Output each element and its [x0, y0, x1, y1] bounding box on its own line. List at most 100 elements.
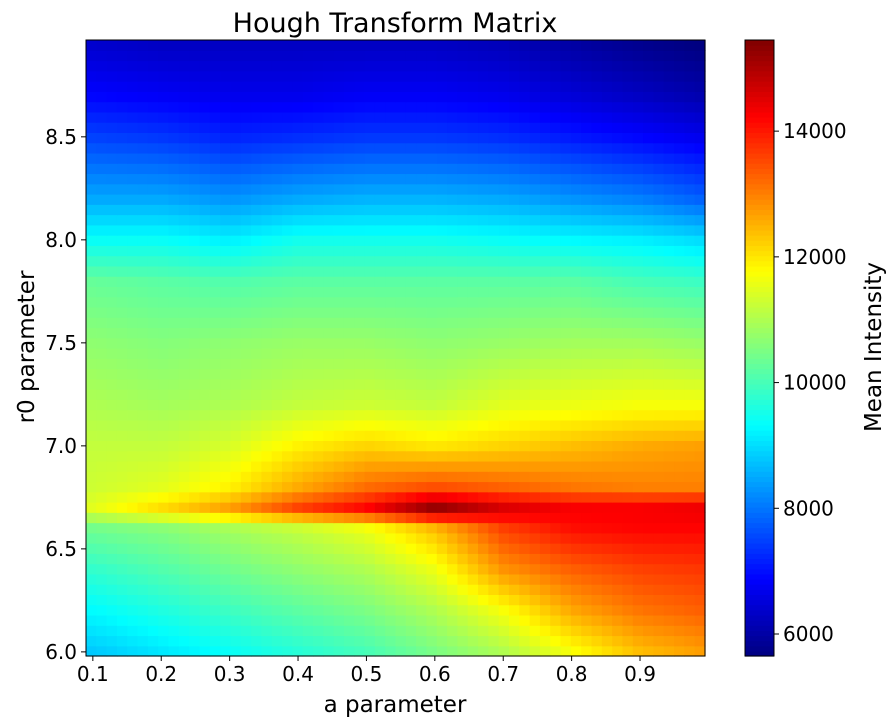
heatmap-cell — [158, 625, 170, 637]
heatmap-cell — [457, 40, 469, 51]
heatmap-cell — [374, 265, 386, 277]
heatmap-cell — [189, 614, 201, 626]
heatmap-cell — [333, 502, 345, 513]
heatmap-cell — [209, 265, 221, 277]
colorbar-segment — [745, 363, 774, 370]
heatmap-cell — [478, 173, 489, 185]
heatmap-cell — [550, 255, 562, 267]
heatmap-cell — [498, 245, 510, 257]
heatmap-cell — [663, 40, 675, 51]
heatmap-cell — [550, 645, 562, 657]
heatmap-cell — [498, 635, 510, 647]
heatmap-cell — [447, 245, 458, 257]
colorbar-segment — [745, 291, 774, 298]
heatmap-cell — [601, 635, 613, 647]
heatmap-grid — [86, 40, 706, 657]
heatmap-cell — [663, 502, 675, 513]
heatmap-cell — [86, 460, 97, 472]
heatmap-cell — [106, 614, 118, 626]
heatmap-cell — [385, 348, 397, 359]
heatmap-cell — [96, 173, 108, 185]
heatmap-cell — [116, 122, 128, 133]
heatmap-cell — [261, 573, 273, 585]
heatmap-cell — [643, 204, 655, 216]
heatmap-cell — [209, 358, 221, 370]
heatmap-cell — [694, 460, 706, 472]
heatmap-cell — [519, 450, 531, 462]
heatmap-cell — [147, 142, 159, 154]
heatmap-cell — [612, 204, 624, 216]
heatmap-cell — [158, 101, 170, 113]
heatmap-cell — [116, 635, 128, 647]
colorbar-segment — [745, 543, 774, 549]
heatmap-cell — [147, 491, 159, 503]
heatmap-cell — [591, 522, 603, 534]
heatmap-cell — [96, 460, 108, 472]
heatmap-cell — [137, 276, 149, 287]
heatmap-cell — [364, 204, 376, 216]
heatmap-cell — [612, 460, 624, 472]
heatmap-cell — [643, 81, 655, 92]
heatmap-cell — [570, 224, 582, 236]
heatmap-cell — [395, 101, 407, 113]
heatmap-cell — [168, 481, 180, 493]
heatmap-cell — [632, 563, 644, 575]
heatmap-cell — [539, 337, 551, 349]
heatmap-cell — [343, 245, 355, 257]
heatmap-cell — [508, 286, 520, 298]
heatmap-cell — [137, 50, 149, 62]
heatmap-cell — [612, 471, 624, 483]
heatmap-cell — [426, 132, 438, 144]
heatmap-cell — [292, 255, 304, 267]
heatmap-cell — [478, 81, 489, 92]
heatmap-cell — [261, 204, 273, 216]
heatmap-cell — [116, 409, 128, 421]
heatmap-cell — [147, 471, 159, 483]
heatmap-cell — [663, 553, 675, 565]
heatmap-cell — [261, 460, 273, 472]
heatmap-cell — [292, 584, 304, 595]
heatmap-cell — [529, 122, 541, 133]
heatmap-cell — [405, 389, 417, 400]
heatmap-cell — [405, 553, 417, 565]
heatmap-cell — [550, 163, 562, 175]
heatmap-cell — [364, 419, 376, 431]
heatmap-cell — [632, 214, 644, 226]
heatmap-cell — [385, 614, 397, 626]
heatmap-cell — [498, 409, 510, 421]
heatmap-cell — [478, 491, 489, 503]
heatmap-cell — [416, 214, 428, 226]
heatmap-cell — [612, 91, 624, 103]
heatmap-cell — [96, 183, 108, 195]
heatmap-cell — [498, 235, 510, 246]
heatmap-cell — [199, 276, 211, 287]
heatmap-cell — [622, 183, 634, 195]
colorbar-segment — [745, 96, 774, 103]
colorbar-segment — [745, 306, 774, 313]
heatmap-cell — [137, 152, 149, 164]
heatmap-cell — [622, 430, 634, 441]
heatmap-cell — [539, 491, 551, 503]
heatmap-cell — [199, 430, 211, 441]
heatmap-cell — [488, 286, 500, 298]
heatmap-cell — [374, 481, 386, 493]
heatmap-cell — [694, 327, 706, 339]
heatmap-cell — [663, 440, 675, 452]
heatmap-cell — [622, 50, 634, 62]
heatmap-cell — [230, 204, 242, 216]
heatmap-cell — [385, 481, 397, 493]
heatmap-cell — [591, 224, 603, 236]
heatmap-cell — [653, 142, 665, 154]
heatmap-cell — [137, 306, 149, 318]
heatmap-cell — [581, 183, 593, 195]
heatmap-cell — [354, 553, 366, 565]
heatmap-cell — [601, 573, 613, 585]
heatmap-cell — [158, 409, 170, 421]
colorbar-segment — [745, 332, 774, 339]
heatmap-cell — [653, 481, 665, 493]
heatmap-cell — [147, 101, 159, 113]
heatmap-cell — [178, 81, 190, 92]
colorbar-segment — [745, 317, 774, 323]
heatmap-cell — [508, 594, 520, 606]
heatmap-cell — [539, 584, 551, 595]
